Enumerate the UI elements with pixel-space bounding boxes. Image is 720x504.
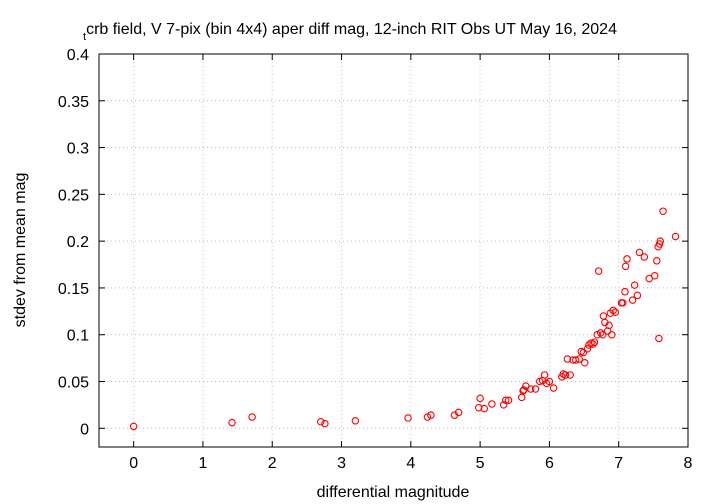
data-point — [228, 418, 236, 427]
data-point — [520, 386, 528, 394]
data-point — [599, 312, 608, 320]
y-tick-label: 0.35 — [58, 94, 89, 111]
data-point — [619, 299, 627, 307]
data-point — [480, 404, 489, 413]
data-point — [540, 371, 549, 379]
data-point — [655, 334, 663, 343]
y-axis-label: stdev from mean mag — [12, 173, 29, 328]
data-point — [671, 232, 680, 241]
data-point — [608, 330, 616, 339]
data-point — [517, 393, 526, 402]
x-tick-label: 0 — [129, 455, 138, 472]
data-point — [549, 384, 558, 392]
data-point — [499, 401, 508, 409]
data-points — [129, 207, 680, 431]
data-point — [583, 344, 592, 353]
data-point — [248, 413, 256, 421]
y-tick-label: 0.15 — [58, 281, 89, 298]
data-point — [609, 306, 617, 315]
y-tick-label: 0 — [80, 421, 89, 438]
data-point — [575, 355, 583, 363]
data-point — [630, 281, 639, 289]
data-point — [659, 207, 667, 215]
data-point — [605, 321, 613, 330]
data-point — [502, 396, 510, 404]
data-point — [599, 330, 607, 339]
data-point — [611, 308, 619, 317]
data-point — [404, 414, 412, 422]
y-tick-label: 0.4 — [67, 47, 89, 64]
data-point — [531, 385, 540, 393]
x-tick-label: 1 — [198, 455, 207, 472]
data-point — [623, 255, 631, 263]
y-tick-label: 0.1 — [67, 328, 89, 345]
x-tick-label: 5 — [476, 455, 485, 472]
x-tick-label: 2 — [268, 455, 277, 472]
chart-title-text: crb field, V 7-pix (bin 4x4) aper diff m… — [86, 21, 617, 38]
data-point — [621, 287, 629, 296]
data-point — [653, 257, 661, 265]
data-point — [545, 377, 554, 386]
y-tick-label: 0.3 — [67, 141, 89, 158]
x-tick-label: 7 — [614, 455, 623, 472]
data-point — [321, 419, 329, 428]
data-point — [504, 396, 513, 404]
y-tick-label: 0.05 — [58, 375, 89, 392]
grid-layer — [99, 53, 689, 447]
data-point — [316, 417, 325, 426]
data-point — [656, 237, 665, 245]
data-point — [635, 248, 644, 257]
data-point — [596, 329, 605, 337]
y-tick-label: 0.25 — [58, 187, 89, 204]
data-point — [655, 240, 664, 248]
x-tick-label: 3 — [337, 455, 346, 472]
data-point — [454, 408, 463, 417]
data-point — [427, 411, 435, 419]
data-point — [526, 385, 535, 393]
y-tick-label: 0.2 — [67, 234, 89, 251]
data-point — [129, 422, 138, 431]
tick-layer: 0 1 2 3 4 5 6 7 8 0 0.05 0.1 0.15 0.2 0.25 0.3 0.35 0.4 — [58, 47, 693, 472]
data-point — [621, 262, 630, 271]
data-point — [488, 400, 496, 408]
data-point — [351, 417, 360, 425]
data-point — [474, 403, 483, 412]
data-point — [566, 371, 574, 379]
data-point — [628, 296, 637, 304]
plot-frame — [98, 53, 689, 448]
x-tick-label: 4 — [406, 455, 415, 472]
data-point — [640, 253, 649, 261]
data-point — [581, 359, 589, 367]
data-point — [561, 371, 570, 379]
x-axis-label: differential magnitude — [317, 484, 470, 501]
data-point — [571, 356, 580, 364]
data-point — [589, 340, 597, 348]
data-point — [650, 272, 659, 280]
chart-title: tcrb field, V 7-pix (bin 4x4) aper diff … — [83, 21, 617, 43]
chart-title-subscript: t — [83, 31, 86, 43]
data-point — [579, 348, 588, 357]
data-point — [563, 355, 572, 363]
x-tick-label: 6 — [545, 455, 554, 472]
x-tick-label: 8 — [684, 455, 693, 472]
data-point — [476, 394, 484, 403]
data-point — [594, 267, 603, 275]
data-point — [590, 338, 599, 346]
data-point — [633, 291, 642, 300]
